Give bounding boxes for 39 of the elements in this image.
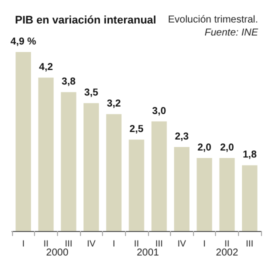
- bar: [60, 92, 76, 231]
- text: 2000: [46, 248, 69, 258]
- x-tick-label: II: [224, 238, 230, 248]
- data-label: 2,0: [197, 142, 212, 154]
- x-tick-label: III: [155, 238, 163, 248]
- x-tick-label: III: [64, 238, 72, 248]
- bar: [242, 165, 258, 231]
- x-tick-label: III: [246, 238, 254, 248]
- source-note: Fuente: INE: [204, 28, 258, 38]
- chart-subtitle: Evolución trimestral.: [168, 14, 258, 26]
- data-label: 4,2: [39, 62, 54, 74]
- text: 2002: [216, 248, 239, 258]
- bar: [38, 78, 54, 231]
- data-label: 3,0: [152, 106, 167, 117]
- x-tick-label: I: [22, 238, 25, 248]
- bar: [106, 114, 122, 231]
- bar: [174, 146, 190, 231]
- data-label: 2,5: [130, 124, 144, 136]
- bar: [16, 52, 32, 231]
- x-tick-label: I: [203, 238, 206, 248]
- bar: [151, 121, 167, 231]
- bar: [219, 158, 235, 231]
- x-tick-label: II: [43, 238, 48, 248]
- data-label: 3,2: [106, 98, 122, 110]
- bar: [128, 140, 144, 231]
- bar: [84, 103, 99, 231]
- data-label: 1,8: [242, 150, 258, 161]
- text: 2001: [136, 248, 160, 258]
- data-label: 3,5: [84, 88, 99, 99]
- x-tick-label: IV: [86, 238, 96, 248]
- data-label: 3,8: [62, 76, 76, 88]
- data-label: 2,0: [220, 142, 234, 154]
- x-tick-label: I: [112, 238, 116, 248]
- x-tick-label: II: [134, 238, 140, 248]
- chart-title: PIB en variación interanual: [15, 14, 156, 26]
- data-label: 4,9 %: [10, 36, 36, 48]
- x-tick-label: IV: [178, 238, 186, 248]
- bar: [196, 158, 212, 231]
- data-label: 2,3: [174, 131, 190, 142]
